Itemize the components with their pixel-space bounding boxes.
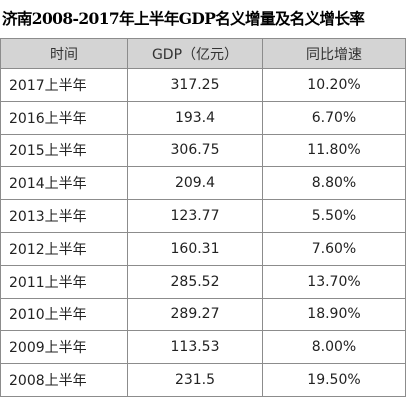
table-cell: 2013上半年 — [0, 199, 128, 233]
table-cell: 317.25 — [127, 68, 263, 102]
table-row: 2016上半年 193.4 6.70% — [0, 100, 406, 135]
table-cell: 2016上半年 — [0, 100, 128, 135]
table-row: 2008上半年 231.5 19.50% — [0, 363, 406, 397]
table-cell: 18.90% — [262, 297, 406, 332]
table-cell: 2014上半年 — [0, 166, 128, 201]
table-row: 2013上半年 123.77 5.50% — [0, 199, 406, 233]
table-cell: 113.53 — [127, 330, 263, 365]
column-header: 时间 — [0, 38, 128, 69]
data-table: 时间 GDP（亿元） 同比增速 2017上半年 317.25 10.20% 2016上半年… — [0, 38, 406, 397]
table-cell: 2012上半年 — [0, 231, 128, 266]
table-cell: 5.50% — [262, 199, 406, 233]
table-cell: 231.5 — [127, 363, 263, 397]
table-cell: 2010上半年 — [0, 297, 128, 332]
table-cell: 123.77 — [127, 199, 263, 233]
title: 济南2008-2017年上半年GDP名义增量及名义增长率 — [2, 9, 365, 28]
table-cell: 8.00% — [262, 330, 406, 365]
table-row: 2017上半年 317.25 10.20% — [0, 68, 406, 102]
table-cell: 2008上半年 — [0, 363, 128, 397]
table-cell: 8.80% — [262, 166, 406, 201]
table-cell: 209.4 — [127, 166, 263, 201]
header-row: 时间 GDP（亿元） 同比增速 — [0, 38, 406, 69]
table-cell: 2011上半年 — [0, 264, 128, 299]
table-row: 2009上半年 113.53 8.00% — [0, 330, 406, 365]
column-header: 同比增速 — [262, 38, 406, 69]
table-cell: 160.31 — [127, 231, 263, 266]
table-cell: 6.70% — [262, 100, 406, 135]
table-cell: 285.52 — [127, 264, 263, 299]
table-cell: 19.50% — [262, 363, 406, 397]
table-cell: 2009上半年 — [0, 330, 128, 365]
table-cell: 193.4 — [127, 100, 263, 135]
table-cell: 289.27 — [127, 297, 263, 332]
table-row: 2014上半年 209.4 8.80% — [0, 166, 406, 201]
table-cell: 2017上半年 — [0, 68, 128, 102]
table-cell: 11.80% — [262, 133, 406, 168]
table-row: 2015上半年 306.75 11.80% — [0, 133, 406, 168]
table-cell: 7.60% — [262, 231, 406, 266]
table-cell: 10.20% — [262, 68, 406, 102]
table-cell: 306.75 — [127, 133, 263, 168]
column-header: GDP（亿元） — [127, 38, 263, 69]
table-cell: 13.70% — [262, 264, 406, 299]
table-row: 2011上半年 285.52 13.70% — [0, 264, 406, 299]
table-row: 2012上半年 160.31 7.60% — [0, 231, 406, 266]
table-row: 2010上半年 289.27 18.90% — [0, 297, 406, 332]
table-body: 2017上半年 317.25 10.20% 2016上半年 193.4 6.70% 2015… — [0, 68, 406, 397]
table-cell: 2015上半年 — [0, 133, 128, 168]
